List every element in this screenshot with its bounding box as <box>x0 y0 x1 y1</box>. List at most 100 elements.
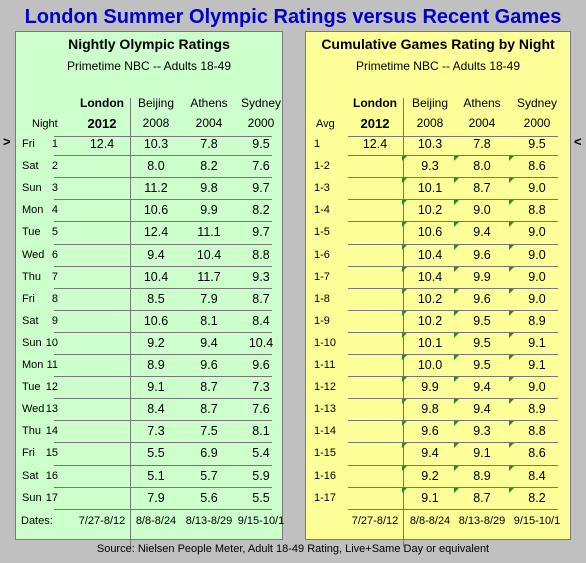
cumulative-cell: 9.2 <box>421 468 439 483</box>
cumulative-cell: 10.1 <box>417 335 443 350</box>
cumulative-cell: 9.1 <box>528 358 546 372</box>
nightly-cell: 8.7 <box>200 402 218 417</box>
nightly-row-rule <box>54 398 272 400</box>
cumulative-cell: 9.4 <box>473 225 491 240</box>
row-avg-range: 1-4 <box>314 204 330 217</box>
row-night-number: 9 <box>51 314 58 327</box>
row-avg-range: 1-17 <box>314 491 337 504</box>
note-flag-icon <box>509 178 514 184</box>
nightly-cell: 10.3 <box>143 137 169 151</box>
nightly-cell: 9.6 <box>200 358 218 372</box>
note-flag-icon <box>402 222 407 228</box>
cumulative-date: 9/15-10/1 <box>513 515 561 527</box>
cumulative-panel-subtitle: Primetime NBC -- Adults 18-49 <box>355 59 521 73</box>
row-day-label: Wed <box>22 403 45 416</box>
row-night-number: 6 <box>51 248 58 261</box>
row-day-label: Sun <box>22 491 42 504</box>
nightly-cell: 5.4 <box>252 446 270 461</box>
row-day-label: Fri <box>22 447 35 460</box>
row-night-number: 13 <box>45 403 58 416</box>
row-night-number: 2 <box>51 160 58 173</box>
cumulative-cell: 9.0 <box>528 291 546 306</box>
cumulative-date: 8/8-8/24 <box>409 515 451 527</box>
nightly-header-1-line1: Beijing <box>137 96 175 110</box>
nightly-separator <box>130 98 131 547</box>
cumulative-cell: 8.9 <box>473 468 491 483</box>
nightly-cell: 9.9 <box>200 203 218 218</box>
current-row-marker-left: > <box>3 134 11 149</box>
nightly-cell: 10.6 <box>143 203 169 218</box>
nightly-panel-subtitle: Primetime NBC -- Adults 18-49 <box>66 59 232 73</box>
nightly-row-rule <box>54 287 272 289</box>
cumulative-row-rule <box>348 243 558 245</box>
cumulative-row-rule <box>348 221 558 223</box>
note-flag-icon <box>509 355 514 360</box>
note-flag-icon <box>454 421 459 427</box>
nightly-header-2-line1: Athens <box>190 96 228 110</box>
row-day-label: Fri <box>22 292 35 305</box>
nightly-cell: 10.4 <box>196 247 222 262</box>
nightly-cell: 8.9 <box>147 358 165 372</box>
note-flag-icon <box>509 222 514 228</box>
note-flag-icon <box>454 487 459 493</box>
row-avg-range: 1-10 <box>314 336 337 349</box>
row-night-number: 12 <box>45 381 58 394</box>
cumulative-cell: 9.1 <box>528 335 546 350</box>
cumulative-header-1-line2: 2008 <box>416 116 444 130</box>
row-day-label: Thu <box>22 425 41 438</box>
nightly-header-0-line1: London <box>80 96 124 110</box>
cumulative-cell: 8.6 <box>528 159 546 174</box>
note-flag-icon <box>454 443 459 449</box>
note-flag-icon <box>454 200 459 206</box>
row-day-label: Sun <box>22 182 42 195</box>
nightly-header-rule <box>54 136 272 137</box>
cumulative-cell: 8.4 <box>528 468 546 483</box>
nightly-cell: 7.9 <box>200 291 218 306</box>
row-avg-range: 1-7 <box>314 270 330 283</box>
cumulative-cell: 9.4 <box>421 446 439 461</box>
cumulative-cell: 9.6 <box>473 247 491 262</box>
cumulative-row-rule <box>348 464 558 466</box>
nightly-cell: 8.1 <box>252 424 270 439</box>
note-flag-icon <box>509 465 514 471</box>
cumulative-header-1-line1: Beijing <box>411 96 449 110</box>
cumulative-row-rule <box>348 199 558 201</box>
cumulative-header-0-line2: 2012 <box>360 116 390 131</box>
note-flag-icon <box>402 156 407 162</box>
row-night-number: 15 <box>45 447 58 460</box>
row-avg-range: 1 <box>314 138 321 150</box>
nightly-cell: 7.5 <box>200 424 218 439</box>
nightly-date: 7/27-8/12 <box>78 515 126 527</box>
note-flag-icon <box>402 443 407 449</box>
nightly-ratings-panel: Nightly Olympic Ratings Primetime NBC --… <box>15 31 284 547</box>
nightly-cell: 7.6 <box>252 159 270 174</box>
cumulative-cell: 8.0 <box>473 159 491 174</box>
row-night-number: 1 <box>51 138 58 150</box>
cumulative-ratings-panel: Cumulative Games Rating by Night Primeti… <box>305 31 571 547</box>
row-day-label: Mon <box>22 204 44 217</box>
row-avg-range: 1-12 <box>314 381 337 394</box>
nightly-row-rule <box>54 376 272 378</box>
cumulative-header-3-line2: 2000 <box>523 116 551 130</box>
note-flag-icon <box>402 266 407 272</box>
nightly-cell: 5.1 <box>147 468 165 483</box>
cumulative-cell: 10.1 <box>417 181 443 196</box>
cumulative-cell: 7.8 <box>473 137 491 151</box>
cumulative-cell: 9.0 <box>528 181 546 196</box>
row-day-label: Thu <box>22 270 41 283</box>
note-flag-icon <box>454 244 459 250</box>
nightly-cell: 9.2 <box>147 335 165 350</box>
note-flag-icon <box>454 156 459 162</box>
nightly-row-rule <box>54 354 272 355</box>
nightly-cell: 9.6 <box>252 358 270 372</box>
cumulative-cell: 8.6 <box>528 446 546 461</box>
nightly-cell: 10.4 <box>143 269 169 284</box>
nightly-header-0-line2: 2012 <box>87 116 117 131</box>
note-flag-icon <box>402 377 407 383</box>
row-avg-range: 1-15 <box>314 447 337 460</box>
note-flag-icon <box>402 332 407 338</box>
nightly-header-1-line2: 2008 <box>142 116 170 130</box>
cumulative-header-3-line1: Sydney <box>516 96 558 110</box>
nightly-cell: 5.7 <box>200 468 218 483</box>
nightly-cell: 9.4 <box>147 247 165 262</box>
